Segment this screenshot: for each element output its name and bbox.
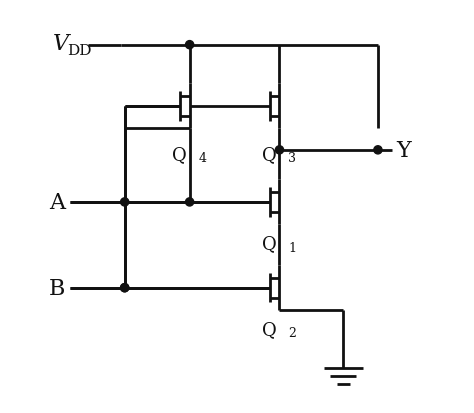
Text: V: V bbox=[53, 33, 69, 55]
Text: 3: 3 bbox=[288, 152, 296, 164]
Text: A: A bbox=[49, 192, 65, 214]
Text: Q: Q bbox=[262, 145, 276, 163]
Text: 4: 4 bbox=[198, 152, 206, 164]
Text: 1: 1 bbox=[288, 241, 296, 254]
Circle shape bbox=[185, 198, 194, 206]
Text: Q: Q bbox=[262, 235, 276, 253]
Text: Q: Q bbox=[262, 320, 276, 339]
Text: DD: DD bbox=[67, 43, 92, 57]
Text: Q: Q bbox=[172, 145, 186, 163]
Circle shape bbox=[374, 146, 382, 154]
Circle shape bbox=[120, 284, 129, 292]
Text: 2: 2 bbox=[288, 327, 296, 339]
Circle shape bbox=[185, 41, 194, 50]
Circle shape bbox=[120, 198, 129, 206]
Text: B: B bbox=[49, 277, 65, 299]
Text: Y: Y bbox=[396, 140, 411, 161]
Circle shape bbox=[120, 284, 129, 292]
Circle shape bbox=[275, 146, 283, 154]
